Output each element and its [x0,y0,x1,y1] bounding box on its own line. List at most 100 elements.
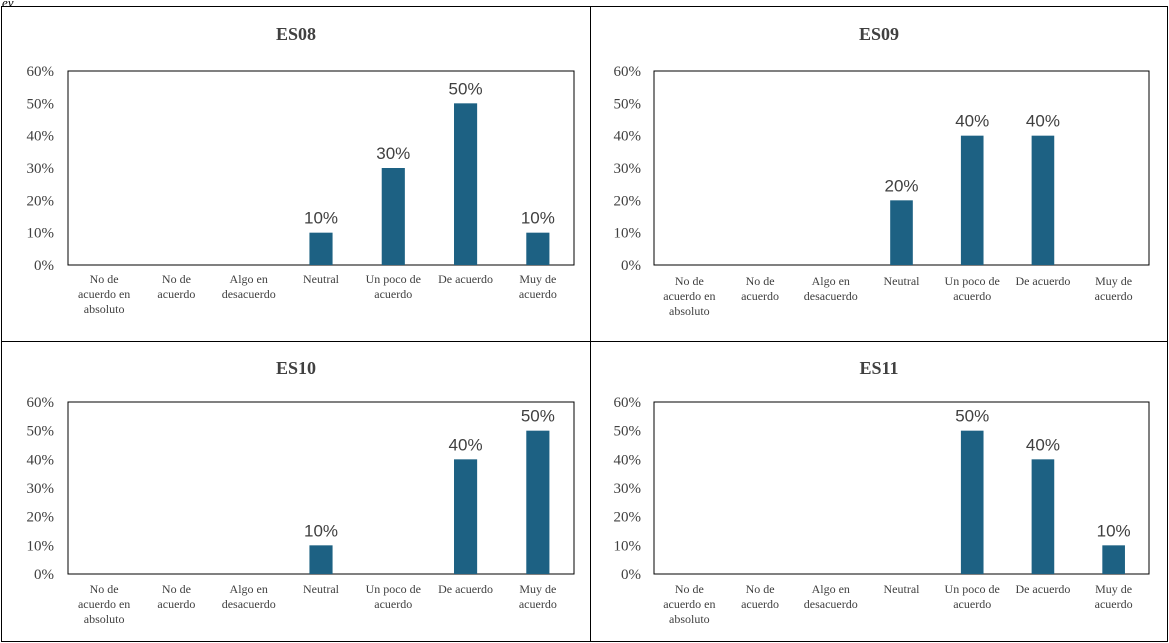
x-tick-label: acuerdo [519,597,557,611]
y-tick-label: 60% [27,395,55,411]
y-tick-label: 40% [27,452,55,468]
x-tick-label: Muy de [1095,582,1132,596]
y-tick-label: 10% [614,226,642,242]
y-tick-label: 10% [27,226,55,242]
x-tick-label: No de [746,274,775,288]
y-tick-label: 50% [614,424,642,440]
y-tick-label: 0% [621,258,641,274]
data-label: 20% [884,176,918,195]
y-tick-label: 60% [27,64,55,80]
y-tick-label: 40% [614,129,642,145]
x-tick-label: Neutral [884,582,921,596]
x-tick-label: acuerdo en [663,289,715,303]
x-tick-label: Un poco de [945,582,1000,596]
x-tick-label: Un poco de [945,274,1000,288]
x-tick-label: Neutral [303,272,340,286]
data-label: 40% [955,112,989,131]
x-tick-label: acuerdo [157,597,195,611]
x-tick-label: acuerdo [374,597,412,611]
data-label: 40% [1026,112,1060,131]
y-tick-label: 10% [27,538,55,554]
x-tick-label: De acuerdo [438,582,493,596]
bar [454,459,478,574]
chart-panel-es10: ES10 0% 10% 20% 30% 40% 50% 60% No de acuerdo en a… [1,341,591,642]
y-tick-label: 30% [614,161,642,177]
x-tick-label: Muy de [519,582,556,596]
corner-text: ey [2,0,14,10]
y-tick-label: 20% [27,510,55,526]
y-tick-label: 20% [614,193,642,209]
x-tick-label: acuerdo [953,289,991,303]
x-tick-label: Un poco de [366,582,421,596]
x-tick-label: Muy de [1095,274,1132,288]
y-tick-label: 40% [27,129,55,145]
chart-title: ES10 [276,358,316,378]
x-tick-label: absoluto [669,304,710,318]
data-label: 30% [376,144,410,163]
bar [960,430,984,574]
bar [960,135,984,265]
chart-panel-es09: ES09 0% 10% 20% 30% 40% 50% 60% No de acuerdo en a… [590,6,1168,342]
x-tick-label: Algo en [812,582,850,596]
y-tick-label: 50% [614,96,642,112]
x-tick-label: Muy de [519,272,556,286]
y-tick-label: 30% [27,481,55,497]
x-tick-label: De acuerdo [1015,274,1070,288]
x-tick-label: desacuerdo [804,289,858,303]
x-tick-label: acuerdo en [78,597,130,611]
x-tick-label: absoluto [669,612,710,626]
chart-title: ES08 [276,24,316,44]
y-tick-label: 0% [34,258,54,274]
x-tick-label: No de [90,272,119,286]
y-tick-label: 0% [621,567,641,583]
x-tick-label: desacuerdo [804,597,858,611]
data-label: 10% [304,521,338,540]
chart-panel-es11: ES11 0% 10% 20% 30% 40% 50% 60% No de acuerdo en a… [590,341,1168,642]
bar [309,232,333,265]
data-label: 40% [1026,435,1060,454]
data-label: 40% [449,435,483,454]
x-tick-label: De acuerdo [438,272,493,286]
x-tick-label: desacuerdo [222,597,276,611]
bar [1102,545,1125,574]
x-tick-label: desacuerdo [222,287,276,301]
data-label: 10% [521,209,555,228]
y-tick-label: 20% [27,193,55,209]
x-tick-label: Algo en [230,272,268,286]
x-tick-label: acuerdo [741,289,779,303]
y-tick-label: 20% [614,510,642,526]
x-tick-label: acuerdo [741,597,779,611]
data-label: 50% [955,407,989,426]
x-tick-label: De acuerdo [1015,582,1070,596]
x-tick-label: acuerdo [953,597,991,611]
x-tick-label: acuerdo en [78,287,130,301]
data-label: 50% [449,79,483,98]
y-tick-label: 30% [614,481,642,497]
data-label: 10% [304,209,338,228]
bar [309,545,333,574]
x-tick-label: Algo en [230,582,268,596]
plot-area [653,401,1150,575]
bar [890,200,913,265]
y-tick-label: 50% [27,424,55,440]
x-tick-label: acuerdo [1095,289,1133,303]
chart-panel-es08: ES08 0% 10% 20% 30% 40% 50% 60% No de acuerdo en a… [1,6,591,342]
x-tick-label: No de [162,582,191,596]
x-tick-label: absoluto [84,612,125,626]
bar [1031,135,1055,265]
x-tick-label: acuerdo [374,287,412,301]
x-tick-label: acuerdo en [663,597,715,611]
chart-title: ES09 [859,24,899,44]
x-tick-label: acuerdo [1095,597,1133,611]
x-tick-label: absoluto [84,302,125,316]
bar [526,430,550,574]
x-tick-label: No de [162,272,191,286]
y-tick-label: 10% [614,538,642,554]
y-tick-label: 0% [34,567,54,583]
x-tick-label: No de [675,582,704,596]
